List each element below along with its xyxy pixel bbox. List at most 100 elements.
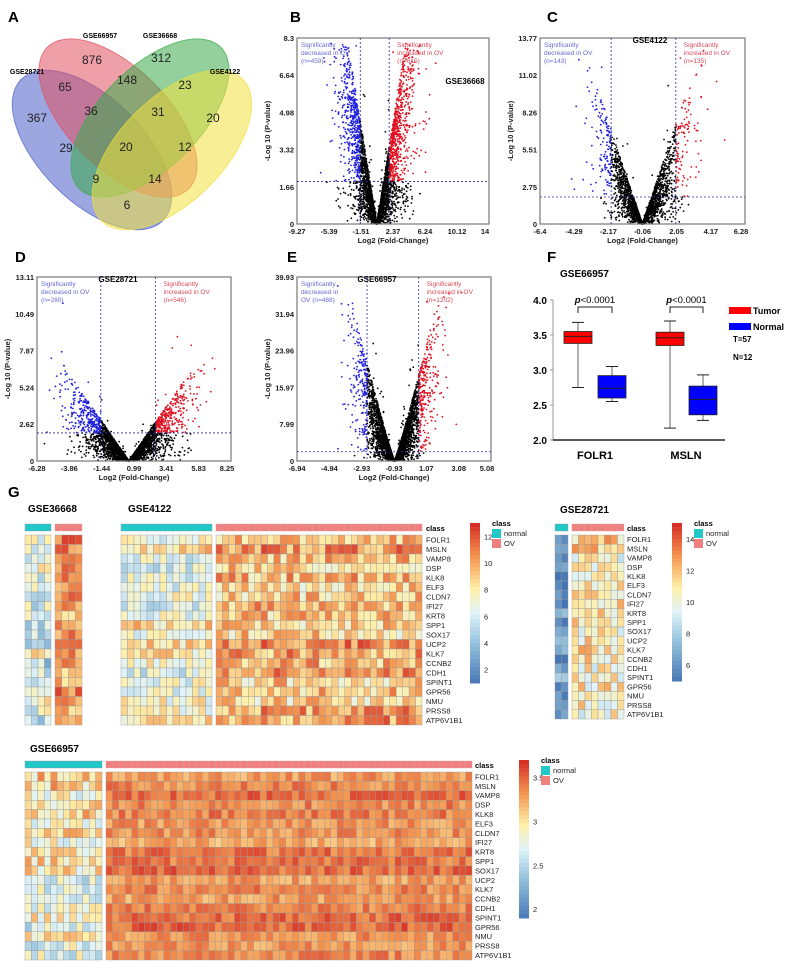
volcano-point	[347, 57, 350, 60]
volcano-point	[361, 137, 364, 140]
volcano-point	[394, 204, 397, 207]
venn-region-count: 65	[58, 80, 72, 94]
volcano-point	[674, 128, 677, 131]
volcano-point	[383, 176, 386, 179]
volcano-point	[404, 141, 407, 144]
panel-label-b: B	[290, 9, 301, 26]
volcano-point	[594, 98, 597, 101]
volcano-point	[366, 167, 368, 170]
volcano-point	[603, 153, 606, 156]
volcano-point	[405, 190, 408, 193]
volcano-point	[393, 220, 396, 223]
volcano-point	[605, 123, 608, 126]
volcano-point	[679, 127, 681, 130]
volcano-point	[354, 114, 357, 117]
volcano-point	[349, 170, 351, 173]
volcano-point	[400, 135, 403, 138]
volcano-point	[621, 171, 623, 174]
volcano-point	[601, 141, 604, 143]
volcano-point	[362, 158, 365, 161]
volcano-point	[339, 192, 342, 195]
volcano-point	[356, 104, 359, 107]
volcano-point	[342, 89, 345, 92]
volcano-point	[389, 206, 392, 209]
volcano-point	[406, 150, 409, 152]
volcano-point	[425, 122, 428, 125]
volcano-point	[385, 183, 387, 185]
volcano-point	[660, 208, 663, 210]
volcano-point	[391, 206, 394, 209]
volcano-point	[347, 194, 350, 196]
x-axis-label: Log2 (Fold-Change)	[358, 236, 429, 245]
volcano-point	[683, 99, 685, 102]
volcano-point	[348, 158, 351, 161]
volcano-point	[363, 149, 365, 152]
volcano-point	[333, 123, 336, 125]
volcano-point	[582, 178, 585, 181]
volcano-point	[694, 176, 697, 179]
volcano-point	[662, 211, 665, 214]
volcano-point	[354, 212, 357, 215]
volcano-point	[393, 186, 396, 189]
volcano-point	[389, 141, 392, 143]
venn-region-count: 12	[178, 140, 192, 154]
volcano-point	[335, 57, 337, 60]
volcano-point	[424, 120, 426, 123]
volcano-point	[381, 190, 384, 193]
volcano-point	[603, 108, 606, 111]
volcano-point	[410, 154, 413, 157]
volcano-point	[348, 185, 351, 188]
volcano-point	[350, 128, 353, 131]
volcano-point	[368, 184, 370, 187]
volcano-point	[371, 211, 374, 214]
volcano-point	[399, 174, 402, 176]
volcano-point	[363, 218, 365, 221]
volcano-point	[344, 128, 346, 131]
volcano-point	[664, 180, 667, 183]
increased-annotation: (n=615)	[397, 58, 420, 65]
volcano-point	[393, 162, 395, 164]
volcano-point	[624, 211, 626, 214]
volcano-point	[405, 195, 408, 198]
volcano-point	[681, 184, 684, 186]
volcano-point	[343, 135, 345, 137]
volcano-point	[352, 75, 354, 78]
volcano-point	[618, 206, 620, 208]
volcano-point	[404, 136, 407, 139]
volcano-point	[628, 218, 630, 221]
volcano-point	[609, 174, 611, 177]
volcano-point	[385, 167, 387, 170]
volcano-point	[393, 141, 396, 144]
volcano-point	[340, 137, 342, 139]
volcano-point	[359, 131, 361, 134]
volcano-point	[411, 77, 414, 80]
volcano-point	[365, 157, 368, 160]
volcano-point	[341, 114, 344, 117]
volcano-point	[391, 219, 394, 222]
volcano-point	[398, 186, 400, 189]
volcano-point	[600, 197, 602, 200]
volcano-point	[354, 166, 357, 169]
volcano-point	[407, 170, 409, 172]
volcano-point	[365, 173, 368, 175]
volcano-point	[391, 145, 393, 148]
volcano-point	[386, 160, 389, 162]
volcano-point	[344, 73, 347, 76]
volcano-point	[360, 130, 363, 133]
volcano-point	[385, 186, 388, 189]
volcano-point	[368, 145, 371, 148]
volcano-point	[394, 217, 396, 220]
volcano-point	[341, 94, 344, 96]
volcano-point	[380, 181, 383, 184]
volcano-point	[384, 190, 386, 193]
volcano-point	[342, 55, 345, 58]
volcano-point	[601, 113, 604, 115]
volcano-point	[395, 167, 398, 170]
volcano-point	[393, 151, 395, 154]
volcano-point	[668, 155, 671, 158]
x-tick-label: 10.12	[448, 227, 467, 236]
volcano-point	[408, 126, 411, 129]
volcano-point	[400, 68, 403, 71]
volcano-point	[361, 200, 363, 203]
volcano-point	[403, 91, 405, 93]
